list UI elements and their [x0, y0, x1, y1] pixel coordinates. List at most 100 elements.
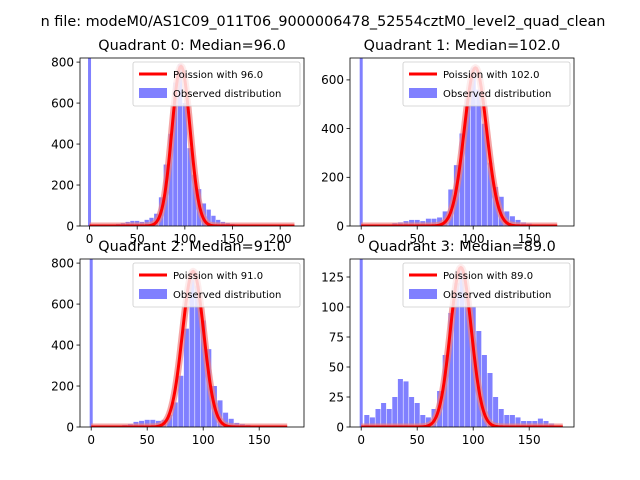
subplot-1: 0 50 100 150 0 200 400 600 Quadrant 1: Median=10…	[321, 38, 575, 246]
y-tick-label: 400	[321, 122, 344, 136]
y-tick-label: 800	[51, 55, 74, 69]
histogram-bar	[189, 279, 195, 427]
histogram-bar	[173, 82, 178, 226]
histogram-bar	[375, 409, 381, 427]
y-tick-label: 400	[51, 338, 74, 352]
histogram-bar	[459, 271, 465, 427]
legend-box	[402, 262, 571, 308]
histogram-bar	[420, 415, 426, 427]
axes-frame	[349, 57, 575, 227]
legend-box	[132, 262, 301, 308]
histogram-bar	[509, 216, 515, 226]
histogram-bar	[386, 409, 392, 427]
histogram-bar	[537, 418, 543, 427]
subplot-title: Quadrant 1: Median=102.0	[364, 38, 561, 54]
subplot-title: Quadrant 2: Median=91.0	[98, 239, 286, 255]
histogram-bar	[397, 379, 403, 427]
subplot-title: Quadrant 3: Median=89.0	[368, 239, 556, 255]
zero-bar	[359, 58, 363, 226]
histogram-bar	[409, 397, 415, 427]
x-tick-label: 0	[357, 232, 365, 246]
legend-label-observed: Observed distribution	[173, 89, 281, 100]
histogram-bar	[168, 133, 173, 226]
histogram-bar	[195, 285, 201, 427]
histogram-bar	[364, 415, 370, 427]
y-tick-label: 75	[329, 330, 344, 344]
histogram-bar	[211, 215, 216, 226]
x-tick-label: 100	[462, 232, 485, 246]
y-tick-label: 0	[336, 420, 344, 434]
legend-label-poisson: Poission with 102.0	[443, 70, 539, 81]
histogram-bar	[487, 373, 493, 427]
histogram-bar	[481, 355, 487, 427]
x-tick-label: 150	[221, 232, 244, 246]
x-tick-label: 0	[357, 433, 365, 447]
subplot-title: Quadrant 0: Median=96.0	[98, 38, 286, 54]
figure-title: n file: modeM0/AS1C09_011T06_9000006478_…	[41, 14, 606, 30]
legend-bar-swatch	[139, 88, 167, 98]
zero-bar	[89, 259, 93, 427]
histogram-bar	[187, 148, 192, 226]
histogram-bar	[144, 419, 150, 427]
histogram-bar	[206, 209, 211, 226]
legend-label-observed: Observed distribution	[443, 89, 551, 100]
y-tick-label: 200	[51, 178, 74, 192]
y-tick-label: 200	[321, 171, 344, 185]
histogram-bar	[509, 415, 515, 427]
axes-frame	[79, 57, 305, 227]
zero-bar	[88, 58, 92, 226]
poisson-curve	[88, 64, 296, 226]
histogram-bar	[223, 412, 229, 427]
y-tick-label: 0	[66, 420, 74, 434]
legend-bar-swatch	[139, 289, 167, 299]
y-tick-label: 600	[51, 96, 74, 110]
histogram-bar	[470, 67, 476, 226]
y-tick-label: 600	[51, 297, 74, 311]
histogram-bar	[369, 417, 375, 427]
histogram-bar	[487, 162, 493, 226]
y-tick-label: 0	[336, 219, 344, 233]
histogram-bar	[392, 397, 398, 427]
legend-label-poisson: Poission with 91.0	[173, 271, 263, 282]
y-tick-label: 600	[321, 73, 344, 87]
legend-bar-swatch	[409, 289, 437, 299]
histogram-bar	[459, 133, 465, 226]
x-tick-label: 100	[173, 232, 196, 246]
histogram-bar	[476, 89, 482, 226]
legend-box	[402, 61, 571, 107]
histogram-bar	[228, 418, 234, 427]
x-tick-label: 0	[87, 433, 95, 447]
histogram-bar	[381, 403, 387, 427]
histogram-bar	[493, 397, 499, 427]
y-tick-label: 400	[51, 137, 74, 151]
histogram-bar	[183, 328, 189, 427]
y-tick-label: 200	[51, 379, 74, 393]
x-tick-label: 50	[410, 232, 425, 246]
y-tick-label: 0	[66, 219, 74, 233]
histogram-bar	[481, 123, 487, 226]
legend-label-poisson: Poission with 96.0	[173, 70, 263, 81]
histogram-bar	[177, 64, 183, 226]
legend-label-observed: Observed distribution	[443, 290, 551, 301]
x-tick-label: 100	[192, 433, 215, 447]
histogram-bar	[192, 174, 197, 226]
x-tick-label: 150	[518, 433, 541, 447]
histogram-bar	[453, 283, 459, 427]
y-tick-label: 800	[51, 256, 74, 270]
x-tick-label: 50	[140, 433, 155, 447]
subplot-2: 0 50 100 150 0 200 400 600 800 Quadrant 2: Median…	[51, 239, 305, 447]
histogram-bar	[425, 218, 431, 226]
x-tick-label: 150	[248, 433, 271, 447]
plot-area	[86, 58, 298, 226]
x-tick-label: 100	[462, 433, 485, 447]
histogram-bar	[200, 320, 206, 427]
histogram-bar	[182, 103, 187, 226]
histogram-bar	[414, 403, 420, 427]
x-tick-label: 50	[410, 433, 425, 447]
x-tick-label: 150	[518, 232, 541, 246]
histogram-bar	[515, 417, 521, 427]
subplot-0: 0 50 100 150 200 0 200 400 600 800 Quadrant 0: Med…	[51, 38, 305, 246]
y-tick-label: 50	[329, 360, 344, 374]
legend-label-observed: Observed distribution	[173, 290, 281, 301]
histogram-bar	[172, 402, 178, 427]
